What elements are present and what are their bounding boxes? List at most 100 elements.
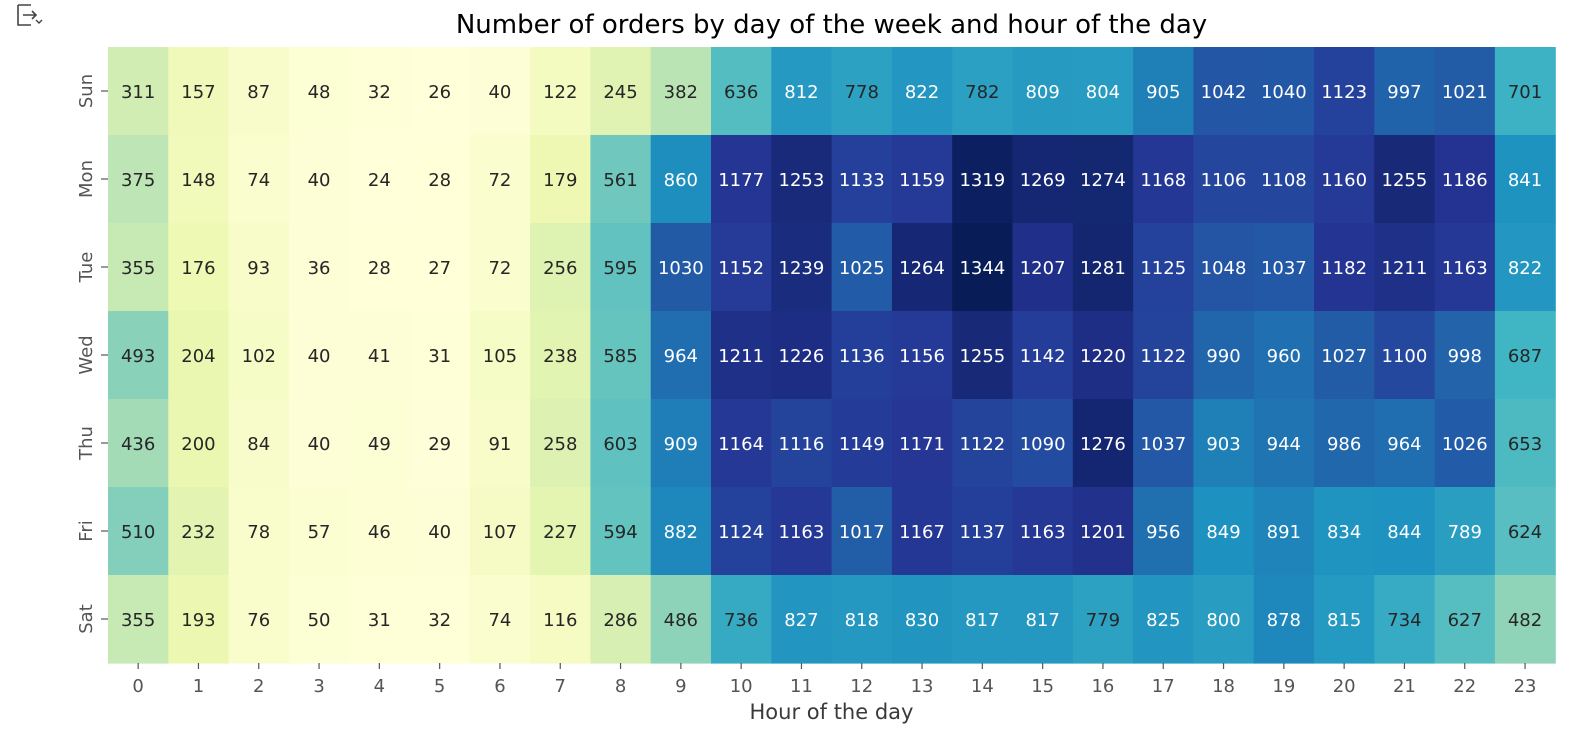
cell-value-label: 1220 — [1080, 346, 1126, 367]
cell-value-label: 809 — [1025, 82, 1059, 103]
cell-value-label: 990 — [1206, 346, 1240, 367]
cell-value-label: 841 — [1508, 170, 1542, 191]
heatmap-cell — [228, 223, 290, 312]
cell-value-label: 245 — [603, 82, 637, 103]
heatmap-cell — [891, 575, 953, 664]
cell-value-label: 1211 — [718, 346, 764, 367]
cell-value-label: 830 — [905, 610, 939, 631]
cell-value-label: 286 — [603, 610, 637, 631]
heatmap-cell — [1133, 399, 1194, 488]
cell-value-label: 176 — [181, 258, 215, 279]
heatmap-cell — [590, 47, 652, 136]
heatmap-cell — [108, 487, 169, 576]
cell-value-label: 624 — [1508, 522, 1542, 543]
heatmap-cell — [1133, 487, 1194, 576]
heatmap-cell — [349, 487, 411, 576]
heatmap-cell — [168, 223, 230, 312]
cell-value-label: 40 — [428, 522, 451, 543]
heatmap-cell — [650, 575, 712, 664]
heatmap-cell — [590, 223, 652, 312]
cell-value-label: 782 — [965, 82, 999, 103]
cell-value-label: 72 — [488, 170, 511, 191]
cell-value-label: 41 — [368, 346, 391, 367]
heatmap-cell — [1374, 487, 1436, 576]
cell-value-label: 36 — [308, 258, 331, 279]
heatmap-cell — [711, 223, 772, 312]
cell-value-label: 1106 — [1201, 170, 1247, 191]
heatmap-cell — [1314, 223, 1375, 312]
heatmap-cell — [952, 47, 1014, 136]
heatmap-cell — [831, 487, 893, 576]
cell-value-label: 1090 — [1020, 434, 1066, 455]
cell-value-label: 1027 — [1321, 346, 1367, 367]
x-tick-label: 11 — [790, 676, 813, 697]
heatmap-cell — [891, 399, 953, 488]
cell-value-label: 258 — [543, 434, 577, 455]
heatmap-cell — [1434, 399, 1496, 488]
cell-value-label: 76 — [247, 610, 270, 631]
heatmap-cell — [771, 223, 833, 312]
cell-value-label: 815 — [1327, 610, 1361, 631]
heatmap-cell — [108, 399, 169, 488]
cell-value-label: 48 — [308, 82, 331, 103]
cell-value-label: 1281 — [1080, 258, 1126, 279]
cell-value-label: 1152 — [718, 258, 764, 279]
heatmap-cell — [711, 399, 772, 488]
cell-value-label: 78 — [247, 522, 270, 543]
heatmap-cell — [530, 399, 591, 488]
heatmap-cell — [1434, 223, 1496, 312]
heatmap-cell — [108, 575, 169, 664]
heatmap-cell — [1072, 487, 1134, 576]
heatmap-cell — [771, 399, 833, 488]
x-tick-label: 21 — [1393, 676, 1416, 697]
heatmap-cell — [650, 399, 712, 488]
cell-value-label: 148 — [181, 170, 215, 191]
heatmap-cell — [891, 223, 953, 312]
cell-value-label: 1042 — [1201, 82, 1247, 103]
x-tick-label: 22 — [1453, 676, 1476, 697]
cell-value-label: 486 — [664, 610, 698, 631]
heatmap-cell — [1314, 575, 1375, 664]
cell-value-label: 493 — [121, 346, 155, 367]
cell-value-label: 28 — [428, 170, 451, 191]
x-axis-label: Hour of the day — [749, 700, 914, 724]
cell-value-label: 595 — [603, 258, 637, 279]
y-tick-label: Tue — [76, 252, 97, 284]
cell-value-label: 736 — [724, 610, 758, 631]
heatmap-cell — [1253, 311, 1315, 400]
x-tick-label: 17 — [1152, 676, 1175, 697]
heatmap-cell — [108, 135, 169, 224]
heatmap-cell — [891, 47, 953, 136]
cell-value-label: 701 — [1508, 82, 1542, 103]
cell-value-label: 1116 — [779, 434, 825, 455]
heatmap-cell — [831, 311, 893, 400]
heatmap-cell — [1494, 487, 1556, 576]
heatmap-cell — [409, 47, 471, 136]
cell-value-label: 122 — [543, 82, 577, 103]
cell-value-label: 1025 — [839, 258, 885, 279]
heatmap-cell — [530, 311, 591, 400]
expand-output-icon[interactable] — [14, 2, 44, 28]
heatmap-cell — [288, 135, 350, 224]
cell-value-label: 107 — [483, 522, 517, 543]
heatmap-cell — [1133, 47, 1194, 136]
cell-value-label: 1133 — [839, 170, 885, 191]
cell-value-label: 93 — [247, 258, 270, 279]
cell-value-label: 1163 — [1020, 522, 1066, 543]
cell-value-label: 585 — [603, 346, 637, 367]
heatmap-cell — [952, 311, 1014, 400]
cell-value-label: 882 — [664, 522, 698, 543]
cell-value-label: 1319 — [959, 170, 1005, 191]
cell-value-label: 1167 — [899, 522, 945, 543]
cell-value-label: 238 — [543, 346, 577, 367]
cell-value-label: 734 — [1387, 610, 1421, 631]
cell-value-label: 46 — [368, 522, 391, 543]
cell-value-label: 40 — [488, 82, 511, 103]
cell-value-label: 74 — [247, 170, 270, 191]
cell-value-label: 960 — [1267, 346, 1301, 367]
cell-value-label: 909 — [664, 434, 698, 455]
heatmap-cell — [1133, 223, 1194, 312]
x-tick-label: 6 — [494, 676, 505, 697]
heatmap-cell — [1494, 399, 1556, 488]
